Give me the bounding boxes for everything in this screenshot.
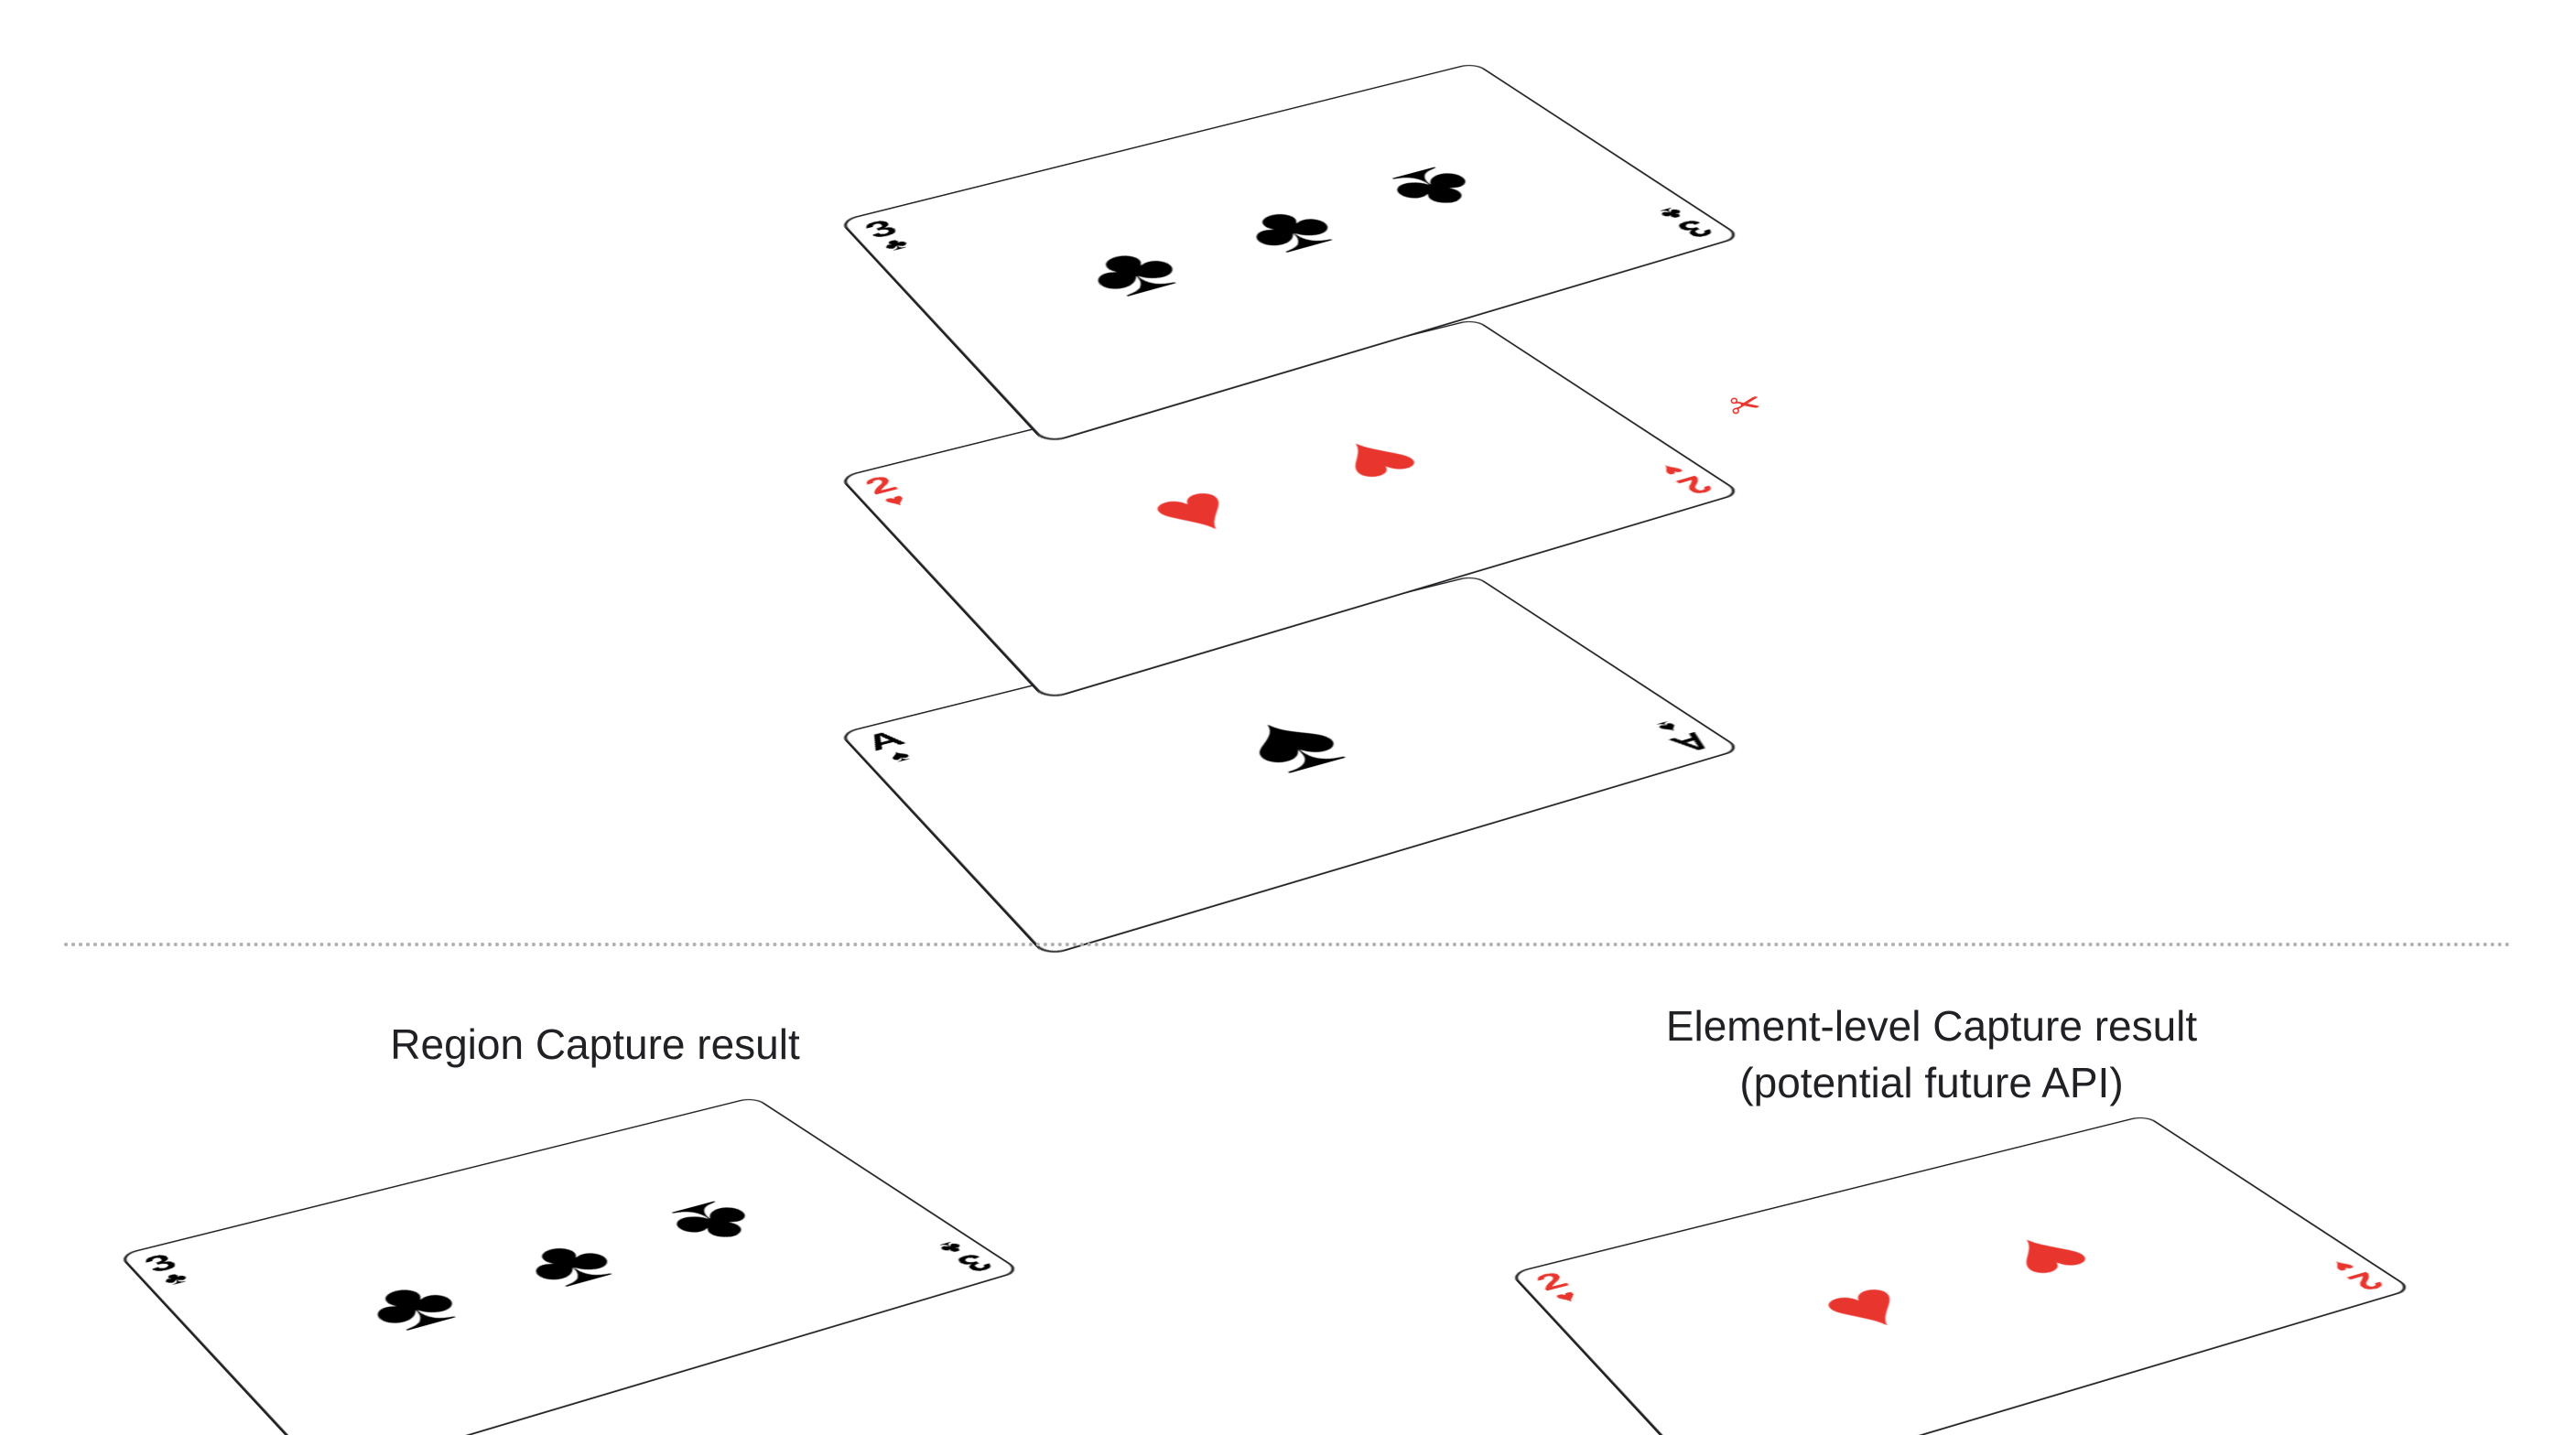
card-pips: ♠ — [842, 577, 1739, 955]
section-divider — [64, 943, 2512, 946]
heart-icon: ♥ — [1315, 427, 1444, 495]
stack-layer-2: A♠A♠♠ — [839, 575, 1743, 957]
card-pips: ♣♣♣ — [122, 1098, 1019, 1435]
heart-icon: ♥ — [1986, 1224, 2115, 1291]
playing-card-ace-spades: A♠A♠♠ — [839, 575, 1743, 957]
club-icon: ♣ — [343, 1268, 480, 1344]
spade-icon: ♠ — [1209, 698, 1369, 786]
element-capture-caption-line1: Element-level Capture result — [1666, 1002, 2197, 1050]
region-capture-caption: Region Capture result — [229, 1016, 961, 1073]
scissors-icon: ✂ — [1726, 382, 1764, 428]
club-icon: ♣ — [1369, 156, 1504, 223]
playing-card-two-hearts: 2♥2♥♥♥ — [1510, 1115, 2414, 1435]
region-capture-caption-line1: Region Capture result — [390, 1020, 799, 1068]
heart-icon: ♥ — [1131, 475, 1261, 547]
club-icon: ♣ — [500, 1228, 636, 1300]
element-capture-caption-line2: (potential future API) — [1739, 1059, 2123, 1106]
result-card-wrap: 2♥2♥♥♥ — [1510, 1115, 2414, 1435]
club-icon: ♣ — [1220, 194, 1357, 265]
playing-card-three-clubs: 3♣3♣♣♣♣ — [118, 1096, 1023, 1435]
diagram-stage: 3♣3♣♣♣♣2♥2♥♥♥A♠A♠♠ ✂ Region Capture resu… — [0, 0, 2576, 1435]
element-capture-caption: Element-level Capture result (potential … — [1520, 998, 2343, 1111]
card-pips: ♥♥ — [1513, 1117, 2410, 1435]
club-icon: ♣ — [648, 1190, 784, 1257]
club-icon: ♣ — [1064, 234, 1200, 310]
heart-icon: ♥ — [1802, 1271, 1932, 1343]
result-card-wrap: 3♣3♣♣♣♣ — [118, 1096, 1023, 1435]
